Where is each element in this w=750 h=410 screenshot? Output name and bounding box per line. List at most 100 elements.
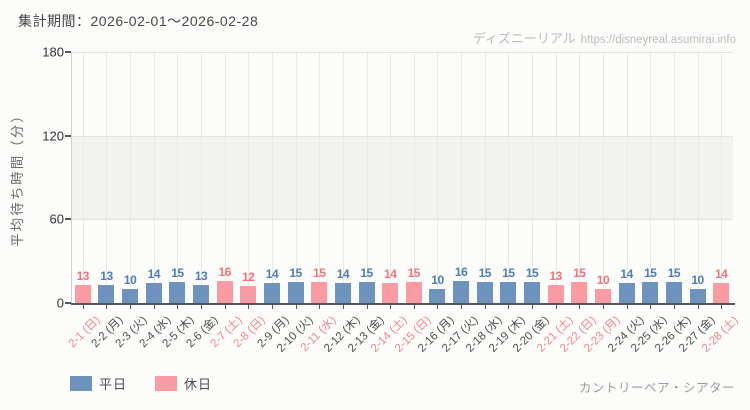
page-title: 集計期間：2026-02-01～2026-02-28 xyxy=(18,13,259,29)
bar-value-label: 12 xyxy=(242,270,255,284)
bar-2-17 xyxy=(453,281,470,303)
vertical-gridline xyxy=(201,52,203,303)
y-tick-label-0: 0 xyxy=(56,295,64,311)
x-axis-tick xyxy=(271,305,273,309)
vertical-gridline xyxy=(461,52,463,303)
bar-value-label: 15 xyxy=(407,266,421,280)
x-axis-tick xyxy=(201,305,203,309)
x-axis-tick xyxy=(650,305,652,309)
x-axis-tick xyxy=(461,305,463,309)
vertical-gridline xyxy=(153,52,155,303)
bar-value-label: 15 xyxy=(667,266,681,280)
vertical-gridline xyxy=(177,52,179,303)
x-axis-tick xyxy=(555,305,557,309)
x-axis-tick xyxy=(153,305,155,309)
bar-value-label: 14 xyxy=(265,267,279,281)
x-axis-tick xyxy=(342,305,344,309)
vertical-gridline xyxy=(413,52,415,303)
x-axis-tick xyxy=(130,305,132,309)
bar-value-label: 13 xyxy=(76,269,90,283)
bar-value-label: 15 xyxy=(502,266,515,280)
bar-value-label: 14 xyxy=(383,267,397,281)
y-axis-tick-120 xyxy=(65,134,71,137)
bar-2-20 xyxy=(524,282,541,303)
x-axis-tick xyxy=(82,305,84,309)
y-tick-label-180: 180 xyxy=(42,44,64,60)
vertical-gridline xyxy=(224,52,226,303)
bar-value-label: 15 xyxy=(573,266,586,280)
bar-value-label: 10 xyxy=(596,273,610,287)
vertical-gridline xyxy=(555,52,557,303)
bar-2-21 xyxy=(547,285,564,303)
y-axis-line xyxy=(71,52,72,303)
x-axis-tick xyxy=(366,305,368,309)
bar-2-6 xyxy=(193,285,210,303)
bar-value-label: 13 xyxy=(100,269,113,283)
vertical-gridline xyxy=(437,52,439,303)
bar-value-label: 10 xyxy=(123,273,137,287)
bar-value-label: 15 xyxy=(360,266,373,280)
vertical-gridline xyxy=(106,52,108,303)
bar-2-24 xyxy=(618,283,635,303)
chart-legend: 平日 休日 xyxy=(70,374,240,393)
vertical-gridline xyxy=(295,52,297,303)
bar-value-label: 15 xyxy=(478,266,492,280)
y-tick-label-120: 120 xyxy=(42,128,64,144)
holiday-legend-swatch xyxy=(155,376,178,391)
bar-value-label: 15 xyxy=(644,266,657,280)
x-axis-tick xyxy=(602,305,604,309)
vertical-gridline xyxy=(721,52,723,303)
bar-value-label: 14 xyxy=(147,267,161,281)
x-axis-tick xyxy=(508,305,510,309)
bar-2-18 xyxy=(476,282,493,303)
bar-2-8 xyxy=(240,286,257,303)
bar-2-25 xyxy=(642,282,659,303)
x-axis-tick xyxy=(106,305,108,309)
bar-value-label: 14 xyxy=(336,267,350,281)
bar-2-28 xyxy=(713,283,730,303)
bar-2-15 xyxy=(405,282,422,303)
vertical-gridline xyxy=(602,52,604,303)
x-axis-tick xyxy=(224,305,226,309)
bar-2-27 xyxy=(689,289,706,303)
bar-2-3 xyxy=(122,289,139,303)
bar-2-9 xyxy=(263,283,280,303)
site-watermark: ディズニーリアル https://disneyreal.asumirai.info xyxy=(473,28,736,48)
plot-band-60-120 xyxy=(71,135,733,220)
vertical-gridline xyxy=(508,52,510,303)
x-axis-tick xyxy=(248,305,250,309)
vertical-gridline xyxy=(697,52,699,303)
bar-2-12 xyxy=(334,283,351,303)
bar-2-7 xyxy=(216,281,233,303)
vertical-gridline xyxy=(82,52,84,303)
x-axis-tick xyxy=(319,305,321,309)
x-axis-tick xyxy=(697,305,699,309)
vertical-gridline xyxy=(484,52,486,303)
bar-value-label: 14 xyxy=(620,267,633,281)
bar-2-19 xyxy=(500,282,517,303)
vertical-gridline xyxy=(532,52,534,303)
weekday-legend-swatch xyxy=(70,376,92,391)
x-axis-tick xyxy=(673,305,675,309)
bar-value-label: 10 xyxy=(431,273,444,287)
y-axis-tick-0 xyxy=(65,302,71,304)
bar-2-2 xyxy=(98,285,115,303)
brand-name: ディズニーリアル xyxy=(472,31,576,46)
horizontal-gridline-60 xyxy=(71,219,733,221)
bar-value-label: 14 xyxy=(714,267,728,281)
x-axis-tick xyxy=(413,305,415,309)
weekday-legend-label: 平日 xyxy=(99,377,128,392)
vertical-gridline xyxy=(130,52,132,303)
bar-2-1 xyxy=(74,285,91,303)
bar-2-26 xyxy=(665,282,682,303)
x-axis-tick xyxy=(532,305,534,309)
vertical-gridline xyxy=(390,52,392,303)
bar-2-4 xyxy=(145,283,162,303)
vertical-gridline xyxy=(271,52,273,303)
x-axis-tick xyxy=(295,305,297,309)
bar-value-label: 13 xyxy=(549,269,562,283)
y-axis-tick-60 xyxy=(65,218,71,221)
x-axis-tick xyxy=(390,305,392,309)
brand-url: https://disneyreal.asumirai.info xyxy=(580,34,736,46)
